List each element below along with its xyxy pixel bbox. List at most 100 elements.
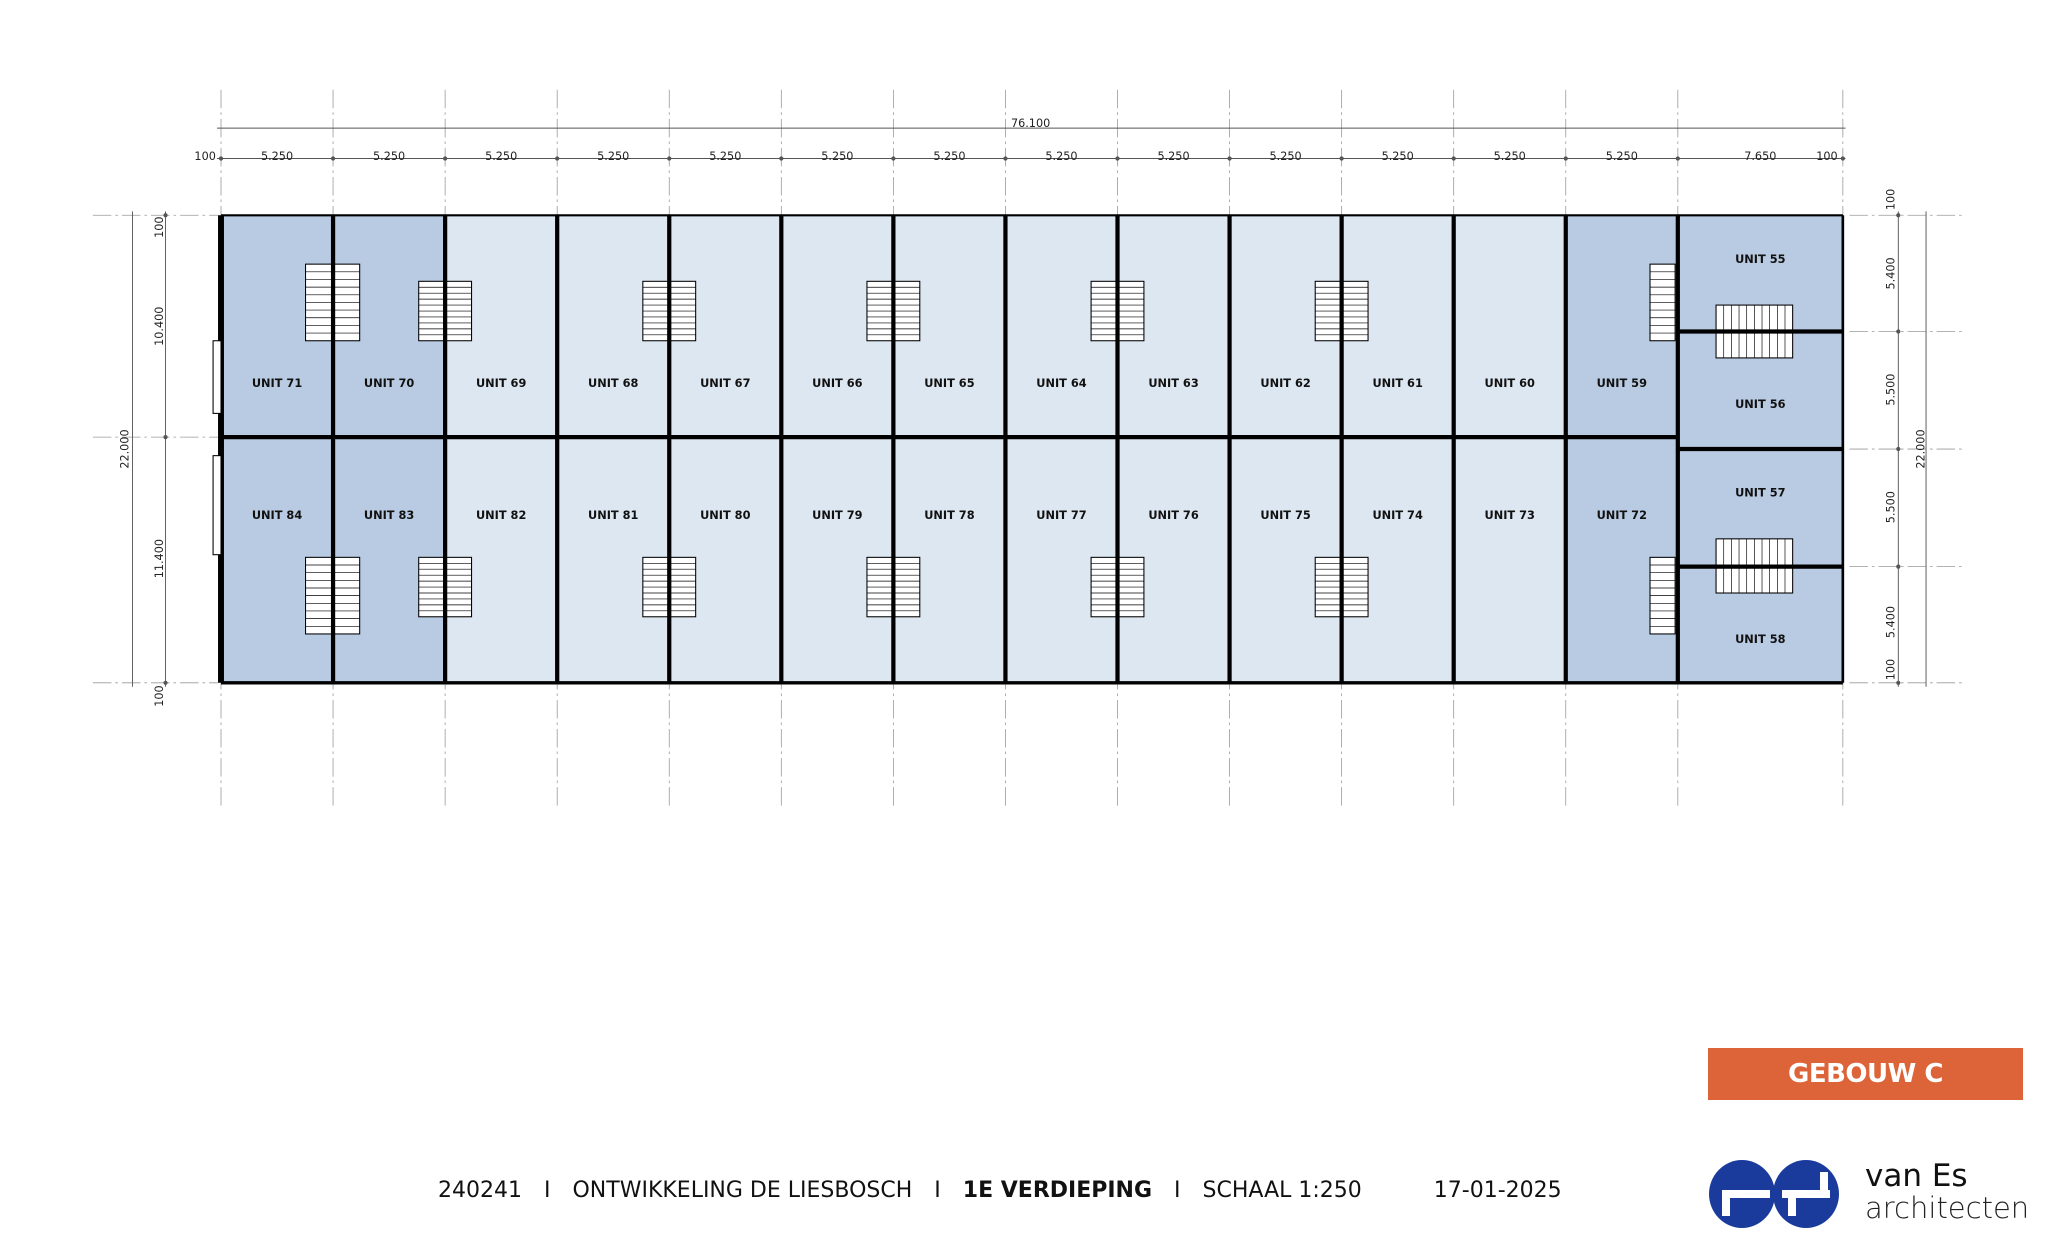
dimension-tick xyxy=(555,156,560,161)
dimension-tick xyxy=(667,156,672,161)
dimension-label: 100 xyxy=(153,216,166,237)
dimension-label: 5.250 xyxy=(261,150,293,163)
dimension-tick xyxy=(1896,564,1901,569)
unit-label: UNIT 68 xyxy=(588,376,639,390)
dimension-tick xyxy=(163,213,168,218)
window xyxy=(212,340,222,414)
dimension-tick xyxy=(779,156,784,161)
unit-label: UNIT 66 xyxy=(812,376,863,390)
dimension-label: 5.250 xyxy=(1494,150,1526,163)
project-number: 240241 xyxy=(438,1178,522,1203)
separator: I xyxy=(934,1178,941,1203)
dimension-tick xyxy=(1227,156,1232,161)
unit-label: UNIT 79 xyxy=(812,508,863,522)
dimension-total: 22.000 xyxy=(119,429,132,468)
unit-label: UNIT 60 xyxy=(1485,376,1536,390)
unit-label: UNIT 58 xyxy=(1735,632,1786,646)
dimension-tick xyxy=(218,156,224,161)
dimension-label: 10.400 xyxy=(153,307,166,346)
dimension-tick xyxy=(1896,213,1901,218)
unit-label: UNIT 80 xyxy=(700,508,751,522)
company-logo: van Es architecten xyxy=(1708,1158,2030,1230)
dimension-tick xyxy=(1339,156,1344,161)
dimension-label: 5.250 xyxy=(1270,150,1302,163)
unit-label: UNIT 70 xyxy=(364,376,415,390)
dimension-tick xyxy=(330,156,336,161)
unit-label: UNIT 72 xyxy=(1597,508,1647,522)
dimension-tick xyxy=(1840,156,1845,161)
unit-area xyxy=(1453,437,1566,683)
unit-label: UNIT 78 xyxy=(924,508,975,522)
dimension-lines: 76.100 100 5.250 5.250 5.250 5.250 5.250 5.250 5… xyxy=(119,117,1928,707)
unit-label: UNIT 73 xyxy=(1485,508,1535,522)
unit-label: UNIT 81 xyxy=(588,508,639,522)
floor-name: 1E VERDIEPING xyxy=(962,1178,1153,1203)
dimension-tick xyxy=(163,680,168,685)
unit-label: UNIT 76 xyxy=(1148,508,1199,522)
date: 17-01-2025 xyxy=(1433,1178,1562,1203)
dimension-tick xyxy=(443,156,448,161)
unit-label: UNIT 56 xyxy=(1735,397,1786,411)
unit-label: UNIT 55 xyxy=(1735,252,1786,266)
dimension-label: 100 xyxy=(153,685,166,706)
unit-area xyxy=(1453,215,1566,438)
dimension-label: 5.250 xyxy=(1045,150,1077,163)
unit-label: UNIT 65 xyxy=(924,376,975,390)
logo-line2: architecten xyxy=(1865,1191,2030,1225)
dimension-label: 100 xyxy=(194,150,215,163)
dimension-label: 5.250 xyxy=(709,150,741,163)
dimension-tick xyxy=(1896,329,1901,334)
dimension-tick xyxy=(891,156,896,161)
unit-label: UNIT 61 xyxy=(1372,376,1423,390)
dimension-total: 76.100 xyxy=(1011,117,1050,130)
separator: I xyxy=(543,1178,551,1203)
dimension-tick xyxy=(1896,446,1901,452)
dimension-label: 5.500 xyxy=(1884,374,1897,406)
title-block: 240241 I ONTWIKKELING DE LIESBOSCH I 1E … xyxy=(438,1178,1562,1203)
unit-label: UNIT 57 xyxy=(1735,486,1785,500)
dimension-label: 5.500 xyxy=(1884,491,1897,523)
dimension-label: 5.250 xyxy=(485,150,517,163)
unit-label: UNIT 64 xyxy=(1036,376,1087,390)
unit-label: UNIT 71 xyxy=(252,376,303,390)
project-name: ONTWIKKELING DE LIESBOSCH xyxy=(572,1178,913,1203)
dimension-tick xyxy=(1115,156,1120,161)
dimension-label: 5.250 xyxy=(821,150,853,163)
dimension-tick xyxy=(1896,680,1901,685)
unit-label: UNIT 74 xyxy=(1372,508,1423,522)
badge-label: GEBOUW C xyxy=(1788,1059,1943,1089)
walls xyxy=(212,214,1845,685)
scale: SCHAAL 1:250 xyxy=(1202,1178,1362,1203)
dimension-label: 5.250 xyxy=(933,150,965,163)
window xyxy=(212,455,222,556)
dimension-label: 5.250 xyxy=(597,150,629,163)
dimension-label: 7.650 xyxy=(1744,150,1776,163)
dimension-label: 5.400 xyxy=(1884,257,1897,289)
unit-label: UNIT 84 xyxy=(252,508,303,522)
logo-line1: van Es xyxy=(1865,1158,1968,1194)
dimension-label: 100 xyxy=(1884,659,1897,680)
building-badge: GEBOUW C xyxy=(1708,1048,2023,1100)
unit-label: UNIT 83 xyxy=(364,508,414,522)
dimension-tick xyxy=(1675,156,1680,161)
dimension-label: 5.250 xyxy=(1382,150,1414,163)
unit-label: UNIT 67 xyxy=(700,376,750,390)
dimension-label: 5.400 xyxy=(1884,606,1897,638)
dimension-label: 5.250 xyxy=(1157,150,1189,163)
separator: I xyxy=(1174,1178,1181,1203)
dimension-tick xyxy=(1451,156,1456,161)
unit-label: UNIT 75 xyxy=(1260,508,1311,522)
dimension-total: 22.000 xyxy=(1915,429,1928,468)
dimension-label: 5.250 xyxy=(1606,150,1638,163)
unit-label: UNIT 82 xyxy=(476,508,526,522)
dimension-tick xyxy=(1563,156,1568,161)
unit-label: UNIT 69 xyxy=(476,376,527,390)
dimension-label: 100 xyxy=(1816,150,1837,163)
dimension-label: 100 xyxy=(1884,189,1897,210)
dimension-label: 11.400 xyxy=(153,539,166,578)
dimension-tick xyxy=(1003,156,1008,161)
unit-label: UNIT 77 xyxy=(1036,508,1086,522)
unit-label: UNIT 62 xyxy=(1260,376,1310,390)
dimension-tick xyxy=(163,435,168,440)
